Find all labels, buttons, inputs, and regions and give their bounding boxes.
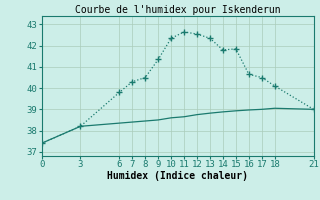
Title: Courbe de l'humidex pour Iskenderun: Courbe de l'humidex pour Iskenderun: [75, 5, 280, 15]
X-axis label: Humidex (Indice chaleur): Humidex (Indice chaleur): [107, 171, 248, 181]
